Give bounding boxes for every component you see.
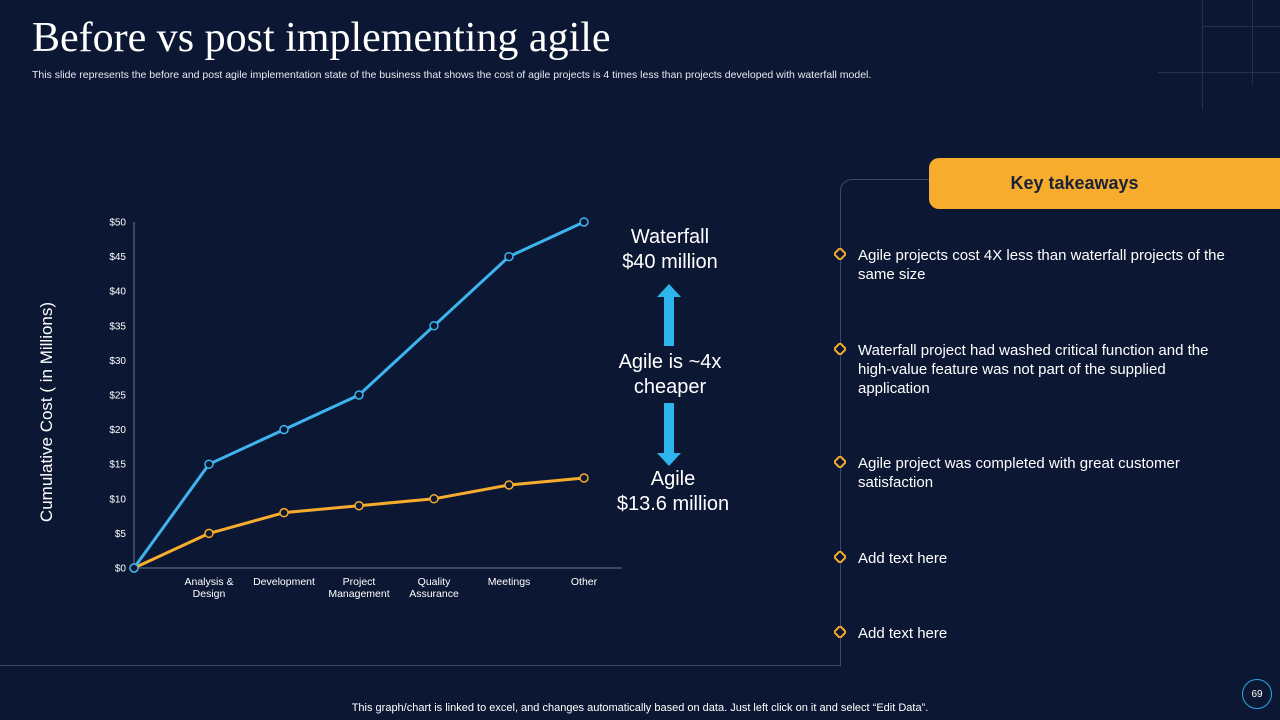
x-tick-label: Quality Assurance: [409, 576, 459, 600]
x-tick-label: Other: [571, 576, 598, 588]
cheaper-callout-line1: Agile is ~4x: [618, 351, 722, 373]
y-tick-label: $40: [109, 287, 126, 298]
diamond-bullet-icon: [834, 343, 846, 355]
y-tick-label: $5: [115, 529, 127, 540]
diamond-bullet-icon: [834, 248, 846, 260]
arrow-up-icon: [657, 284, 681, 346]
x-tick-label: Project Management: [328, 576, 389, 600]
diamond-bullet-icon: [834, 456, 846, 468]
agile-data-point: [204, 528, 214, 539]
y-tick-label: $15: [109, 460, 126, 471]
agile-callout-value: $13.6 million: [616, 493, 730, 515]
waterfall-callout-value: $40 million: [622, 251, 718, 273]
agile-data-point: [504, 480, 514, 490]
takeaway-item: Agile project was completed with great c…: [834, 454, 1234, 492]
takeaway-item: Waterfall project had washed critical fu…: [834, 341, 1234, 398]
takeaway-text: Waterfall project had washed critical fu…: [858, 342, 1209, 397]
y-tick-label: $10: [109, 494, 126, 505]
slide-subtitle: This slide represents the before and pos…: [32, 69, 872, 81]
arrow-down-icon: [657, 403, 681, 466]
decor-line: [1202, 26, 1280, 27]
comparison-arrows: [657, 284, 681, 466]
waterfall-data-point: [429, 321, 439, 331]
waterfall-data-point: [129, 563, 139, 573]
x-tick-label: Development: [253, 576, 315, 588]
y-tick-label: $0: [115, 564, 127, 575]
cost-line-chart[interactable]: $0 $5 $10 $15 $20 $25 $30 $35 $40 $45 $50 Analysis…: [0, 0, 840, 640]
y-axis-title: Cumulative Cost ( in Millions): [37, 301, 56, 523]
x-tick-label: Analysis & Design: [184, 576, 233, 600]
chart-axes: [133, 222, 622, 569]
takeaway-item: Add text here: [834, 624, 1234, 643]
decor-line: [1202, 0, 1203, 110]
agile-series-line: [133, 476, 585, 570]
takeaway-item: Agile projects cost 4X less than waterfa…: [834, 246, 1234, 284]
series-points: [129, 217, 589, 573]
waterfall-data-point: [579, 217, 589, 227]
waterfall-data-point: [204, 459, 214, 469]
agile-data-point: [429, 494, 439, 504]
waterfall-callout-label: Waterfall: [630, 226, 710, 248]
takeaway-text: Agile project was completed with great c…: [858, 455, 1180, 491]
divider: [0, 665, 840, 666]
waterfall-data-point: [354, 390, 364, 400]
agile-data-point: [354, 500, 364, 511]
cheaper-callout-line2: cheaper: [633, 376, 707, 398]
decor-line: [1252, 0, 1253, 85]
diamond-bullet-icon: [834, 626, 846, 638]
waterfall-data-point: [279, 424, 289, 435]
slide-title: Before vs post implementing agile: [32, 15, 611, 61]
agile-data-point: [579, 473, 589, 483]
takeaway-text: Agile projects cost 4X less than waterfa…: [858, 247, 1225, 283]
agile-callout: Agile $13.6 million: [588, 467, 758, 517]
waterfall-callout: Waterfall $40 million: [585, 225, 755, 275]
decor-line: [1158, 72, 1280, 73]
y-tick-labels: $0 $5 $10 $15 $20 $25 $30 $35 $40 $45 $50: [109, 218, 126, 575]
takeaway-text: Add text here: [858, 625, 948, 642]
agile-callout-label: Agile: [650, 468, 696, 490]
x-tick-label: Meetings: [488, 576, 531, 588]
diamond-bullet-icon: [834, 551, 846, 563]
x-tick-labels: Analysis & Design Development Project Manage…: [184, 576, 597, 600]
page-number: 69: [1242, 679, 1272, 709]
agile-data-point: [279, 507, 289, 518]
y-tick-label: $30: [109, 356, 126, 367]
y-tick-label: $45: [109, 252, 126, 263]
takeaways-header: Key takeaways: [929, 158, 1280, 209]
waterfall-data-point: [504, 251, 514, 262]
y-tick-label: $35: [109, 321, 126, 332]
takeaway-item: Add text here: [834, 549, 1234, 568]
footer-note: This graph/chart is linked to excel, and…: [351, 702, 929, 714]
takeaway-text: Add text here: [858, 550, 948, 567]
y-tick-label: $25: [109, 391, 126, 402]
y-tick-label: $50: [109, 218, 126, 229]
y-tick-label: $20: [109, 425, 126, 436]
cheaper-callout: Agile is ~4x cheaper: [585, 350, 755, 400]
